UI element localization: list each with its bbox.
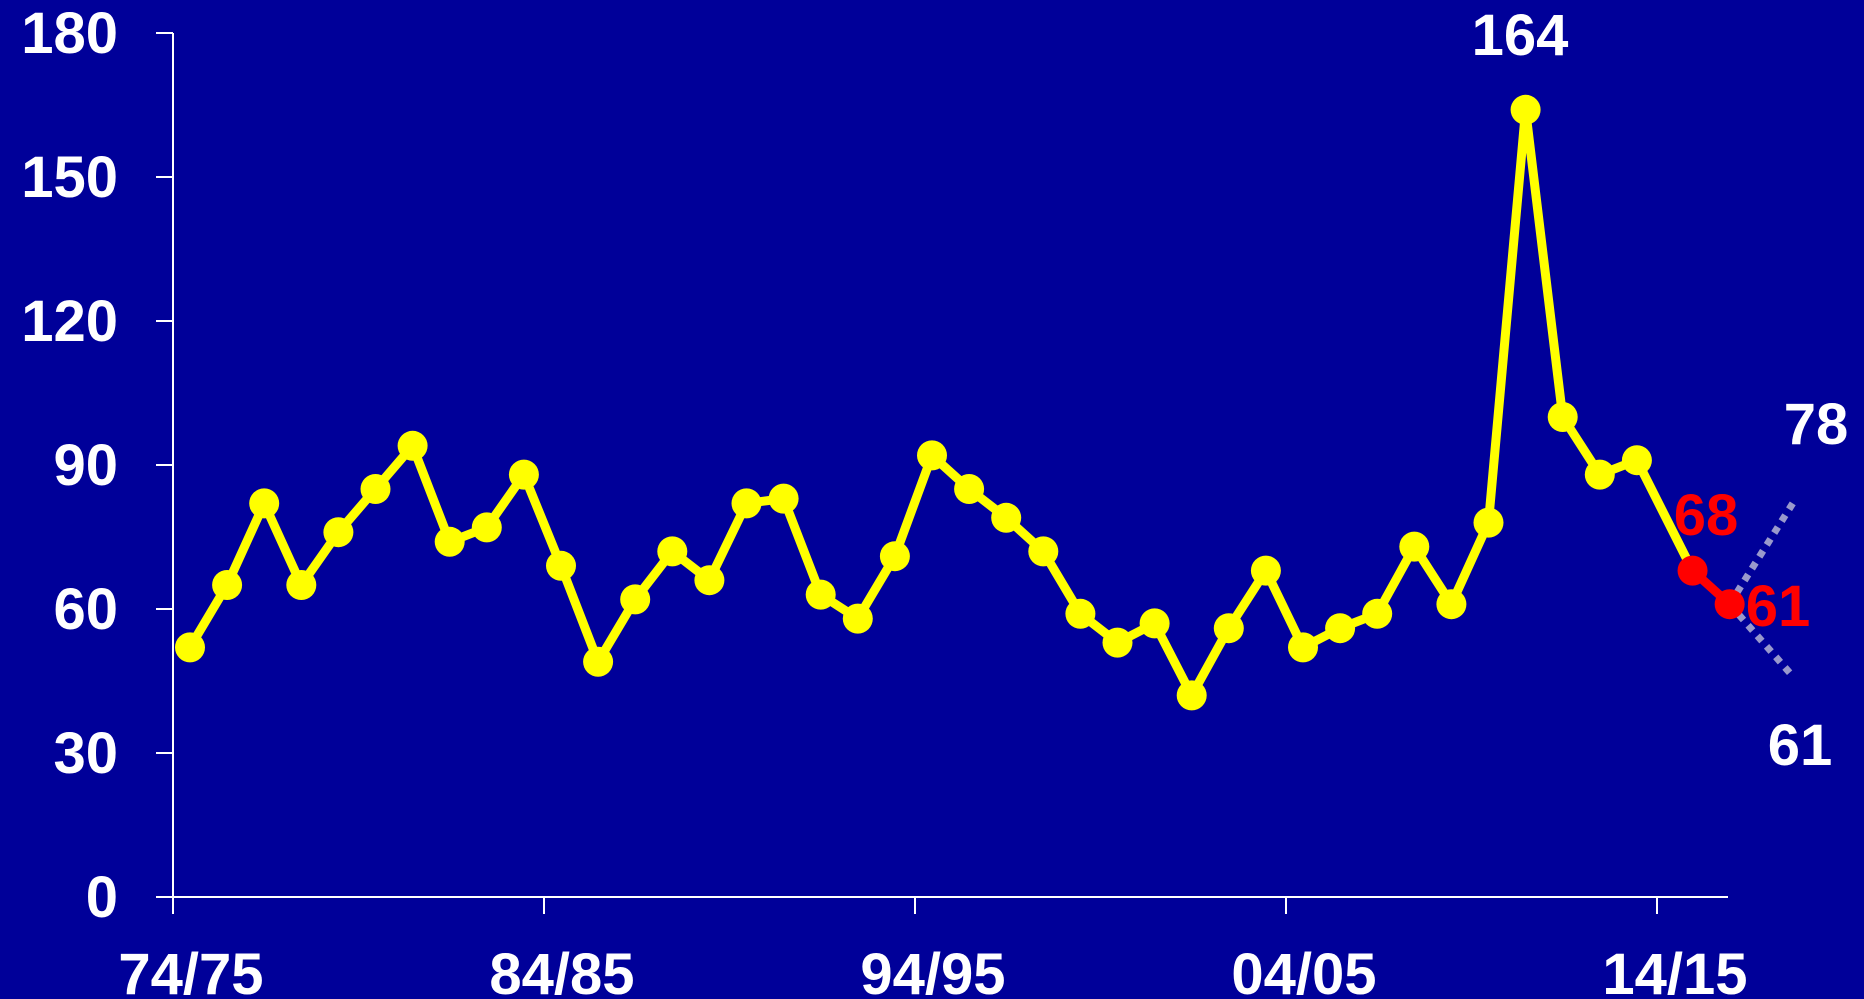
data-point [842, 603, 873, 634]
data-point [1584, 459, 1615, 490]
data-point [1288, 632, 1318, 663]
projection-series [1677, 555, 1745, 620]
data-point [286, 570, 317, 600]
x-axis-ticks: 74/75 84/85 94/95 04/05 14/15 [118, 897, 1748, 999]
peak-label: 164 [1472, 3, 1569, 68]
projection-point [1677, 555, 1708, 586]
data-point [1325, 613, 1356, 644]
projection-label-2: 61 [1746, 574, 1811, 639]
y-tick-label: 180 [21, 1, 118, 66]
projection-upper-line [1726, 501, 1796, 607]
data-point [1065, 598, 1096, 629]
data-point [471, 512, 502, 543]
data-point [212, 570, 243, 600]
data-point [508, 459, 539, 490]
series-line [186, 105, 1639, 700]
data-point [360, 474, 391, 504]
data-point [323, 517, 354, 548]
projection-range-lines [1726, 501, 1796, 679]
data-point [175, 632, 205, 663]
data-point [1399, 531, 1430, 562]
y-axis-ticks: 0 30 60 90 120 150 180 [21, 1, 173, 930]
series-connector-line [1632, 455, 1698, 576]
data-point [397, 430, 428, 461]
upper-bound-label: 78 [1784, 392, 1849, 457]
data-point [583, 646, 614, 677]
data-point [1510, 94, 1541, 125]
y-tick-label: 30 [53, 721, 118, 786]
projection-lower-line [1727, 601, 1796, 679]
data-point [1213, 613, 1244, 644]
y-tick-label: 0 [86, 865, 118, 930]
data-point [1621, 445, 1652, 476]
data-point [1473, 507, 1504, 538]
data-point [731, 488, 762, 519]
data-point [1547, 402, 1578, 432]
data-point [1139, 608, 1170, 639]
data-point [879, 541, 910, 572]
x-tick-label: 94/95 [860, 942, 1005, 999]
data-point [1176, 680, 1207, 711]
data-point [1250, 555, 1281, 586]
data-point [1362, 598, 1393, 629]
projection-point [1714, 589, 1745, 620]
data-point [991, 502, 1022, 533]
data-point [694, 565, 725, 596]
data-point [546, 550, 576, 581]
x-tick-label: 04/05 [1231, 942, 1376, 999]
data-point [1102, 627, 1133, 658]
data-point [1028, 536, 1059, 567]
data-series [175, 94, 1698, 711]
lower-bound-label: 61 [1768, 713, 1833, 778]
data-point [954, 474, 985, 504]
data-point [620, 584, 651, 615]
data-point [249, 488, 280, 519]
data-point [768, 483, 799, 514]
x-tick-label: 14/15 [1602, 942, 1747, 999]
x-tick-label: 74/75 [118, 942, 263, 999]
y-tick-label: 90 [53, 433, 118, 498]
y-tick-label: 120 [21, 289, 118, 354]
data-point [657, 536, 688, 567]
data-point [1436, 589, 1467, 620]
data-point [805, 579, 836, 610]
y-tick-label: 60 [53, 577, 118, 642]
data-point [917, 440, 947, 471]
projection-label-1: 68 [1674, 483, 1739, 548]
y-tick-label: 150 [21, 145, 118, 210]
data-point [434, 526, 465, 557]
x-tick-label: 84/85 [489, 942, 634, 999]
